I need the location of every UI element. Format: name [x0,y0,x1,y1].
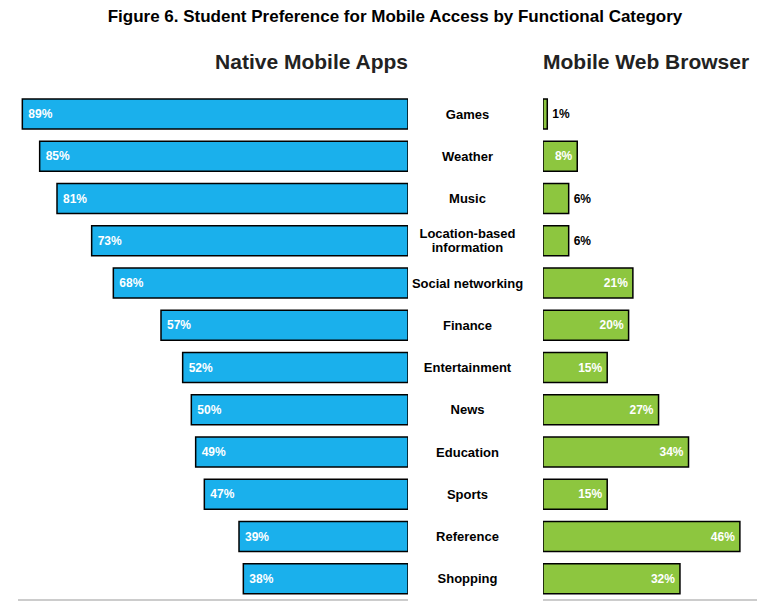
html-text:Native Mobile Apps: Native Mobile Apps [215,50,408,73]
svg-text:52%: 52% [189,361,213,375]
svg-text:73%: 73% [98,234,122,248]
svg-text:Music: Music [449,191,486,206]
svg-text:Weather: Weather [442,149,493,164]
svg-text:Finance: Finance [443,318,492,333]
svg-text:47%: 47% [210,487,234,501]
svg-text:8%: 8% [555,149,573,163]
svg-text:Social networking: Social networking [412,276,523,291]
svg-text:Reference: Reference [436,529,499,544]
svg-text:49%: 49% [202,445,226,459]
svg-text:Education: Education [436,445,499,460]
svg-text:46%: 46% [711,530,735,544]
svg-text:68%: 68% [119,276,143,290]
svg-text:32%: 32% [651,572,675,586]
svg-text:21%: 21% [604,276,628,290]
svg-text:6%: 6% [574,192,592,206]
html-text:Figure 6. Student Preference f: Figure 6. Student Preference for Mobile … [107,7,683,26]
svg-text:News: News [451,402,485,417]
svg-text:15%: 15% [578,361,602,375]
svg-text:Entertainment: Entertainment [424,360,512,375]
svg-text:20%: 20% [600,318,624,332]
svg-text:27%: 27% [630,403,654,417]
svg-text:Games: Games [446,107,489,122]
svg-text:6%: 6% [574,234,592,248]
svg-text:15%: 15% [578,487,602,501]
svg-text:50%: 50% [197,403,221,417]
svg-text:1%: 1% [552,107,570,121]
svg-text:Shopping: Shopping [438,571,498,586]
svg-text:89%: 89% [28,107,52,121]
svg-text:85%: 85% [46,149,70,163]
html-text:Mobile Web Browser: Mobile Web Browser [543,50,750,73]
svg-text:38%: 38% [249,572,273,586]
svg-text:34%: 34% [659,445,683,459]
svg-text:57%: 57% [167,318,191,332]
svg-text:Location-basedinformation: Location-basedinformation [419,226,515,255]
svg-text:39%: 39% [245,530,269,544]
svg-text:81%: 81% [63,192,87,206]
svg-text:Sports: Sports [447,487,488,502]
